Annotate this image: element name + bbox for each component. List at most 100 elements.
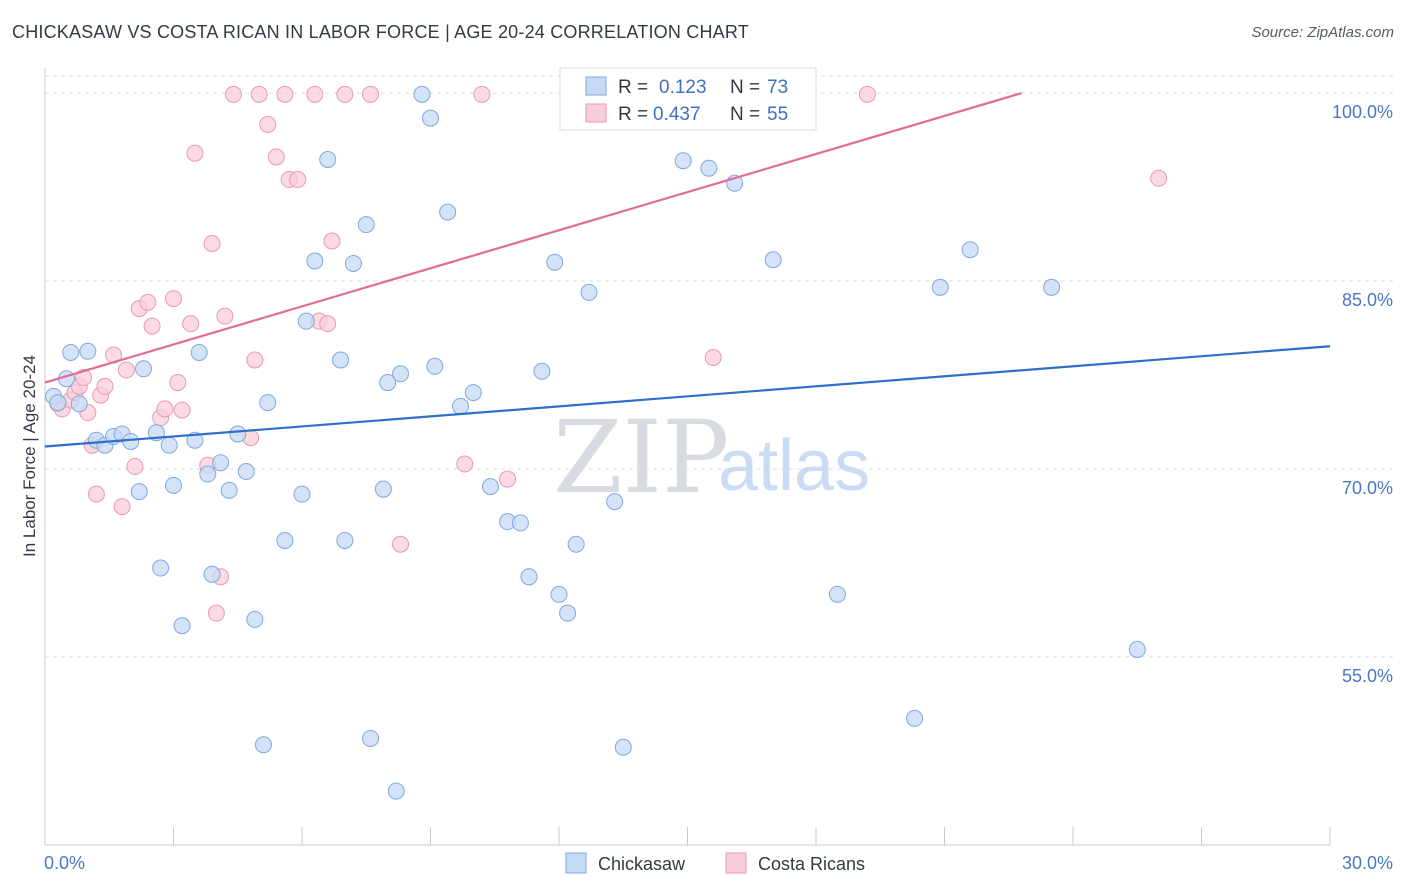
data-point	[451, 397, 469, 415]
watermark-zip: ZIP	[553, 399, 729, 516]
data-point	[246, 610, 264, 628]
data-point	[906, 709, 924, 727]
data-point	[336, 531, 354, 549]
data-point	[336, 85, 354, 103]
data-point	[139, 293, 157, 311]
data-point	[203, 234, 221, 252]
x-tick-label: 30.0%	[1342, 853, 1393, 873]
data-point	[96, 377, 114, 395]
data-point	[156, 400, 174, 418]
y-tick-label: 100.0%	[1332, 102, 1393, 122]
data-point	[481, 478, 499, 496]
data-point	[1128, 640, 1146, 658]
data-point	[606, 493, 624, 511]
chickasaw-points	[45, 85, 1146, 800]
data-point	[293, 485, 311, 503]
series-swatch-chickasaw	[565, 852, 587, 874]
data-point	[387, 782, 405, 800]
data-point	[764, 251, 782, 269]
data-point	[614, 738, 632, 756]
watermark-atlas: atlas	[718, 426, 870, 506]
data-point	[511, 514, 529, 532]
data-point	[75, 369, 93, 387]
y-axis-title: In Labor Force | Age 20-24	[20, 355, 39, 557]
data-point	[212, 454, 230, 472]
data-point	[267, 148, 285, 166]
data-point	[520, 568, 538, 586]
data-point	[392, 535, 410, 553]
series-label-costa-ricans: Costa Ricans	[758, 854, 865, 874]
data-point	[152, 559, 170, 577]
source-label: Source: ZipAtlas.com	[1251, 24, 1394, 41]
data-point	[464, 384, 482, 402]
data-point	[332, 351, 350, 369]
data-point	[426, 357, 444, 375]
series-legend: Chickasaw Costa Ricans	[565, 852, 865, 874]
data-point	[87, 485, 105, 503]
data-point	[550, 585, 568, 603]
legend-swatch-costa-ricans	[585, 103, 607, 123]
data-point	[186, 144, 204, 162]
data-point	[362, 85, 380, 103]
trend-line	[44, 92, 1022, 384]
trend-lines	[44, 92, 1331, 448]
legend-r-label: R =	[618, 77, 648, 98]
axes	[44, 68, 1331, 846]
data-point	[499, 470, 517, 488]
series-swatch-costa-ricans	[725, 852, 747, 874]
data-point	[122, 432, 140, 450]
x-tick-label: 0.0%	[44, 853, 85, 873]
legend-swatch-chickasaw	[585, 76, 607, 96]
data-point	[186, 431, 204, 449]
data-point	[182, 315, 200, 333]
grid-lines	[45, 75, 1395, 658]
data-point	[546, 253, 564, 271]
data-point	[1150, 169, 1168, 187]
data-point	[276, 531, 294, 549]
data-point	[130, 483, 148, 501]
data-point	[674, 152, 692, 170]
data-point	[169, 374, 187, 392]
legend-n-label: N =	[730, 77, 760, 98]
data-point	[961, 241, 979, 259]
data-point	[224, 85, 242, 103]
data-point	[319, 315, 337, 333]
data-point	[931, 278, 949, 296]
data-point	[216, 307, 234, 325]
watermark: ZIP atlas	[553, 399, 870, 516]
data-point	[62, 343, 80, 361]
data-point	[165, 476, 182, 494]
data-point	[207, 604, 225, 622]
data-point	[357, 216, 375, 234]
data-point	[199, 465, 217, 483]
data-point	[533, 362, 551, 380]
data-point	[704, 348, 722, 366]
chart-title: CHICKASAW VS COSTA RICAN IN LABOR FORCE …	[12, 22, 749, 42]
data-point	[70, 395, 88, 413]
data-point	[700, 159, 718, 177]
data-point	[1043, 278, 1061, 296]
data-point	[374, 480, 392, 498]
data-point	[160, 436, 178, 454]
data-point	[413, 85, 431, 103]
trend-line	[44, 345, 1331, 448]
data-point	[559, 604, 577, 622]
legend-n-value: 73	[767, 77, 788, 98]
data-point	[113, 498, 131, 516]
data-point	[259, 394, 277, 412]
data-point	[126, 458, 144, 476]
data-point	[173, 401, 191, 419]
y-tick-label: 55.0%	[1342, 666, 1393, 686]
data-point	[439, 203, 457, 221]
y-tick-label: 70.0%	[1342, 478, 1393, 498]
data-point	[237, 463, 255, 481]
data-point	[379, 374, 397, 392]
data-point	[254, 736, 272, 754]
legend-n-value: 55	[767, 104, 788, 125]
data-point	[49, 394, 67, 412]
data-point	[323, 232, 341, 250]
costa-ricans-points	[49, 85, 1168, 622]
data-point	[392, 365, 410, 383]
series-label-chickasaw: Chickasaw	[598, 854, 686, 874]
